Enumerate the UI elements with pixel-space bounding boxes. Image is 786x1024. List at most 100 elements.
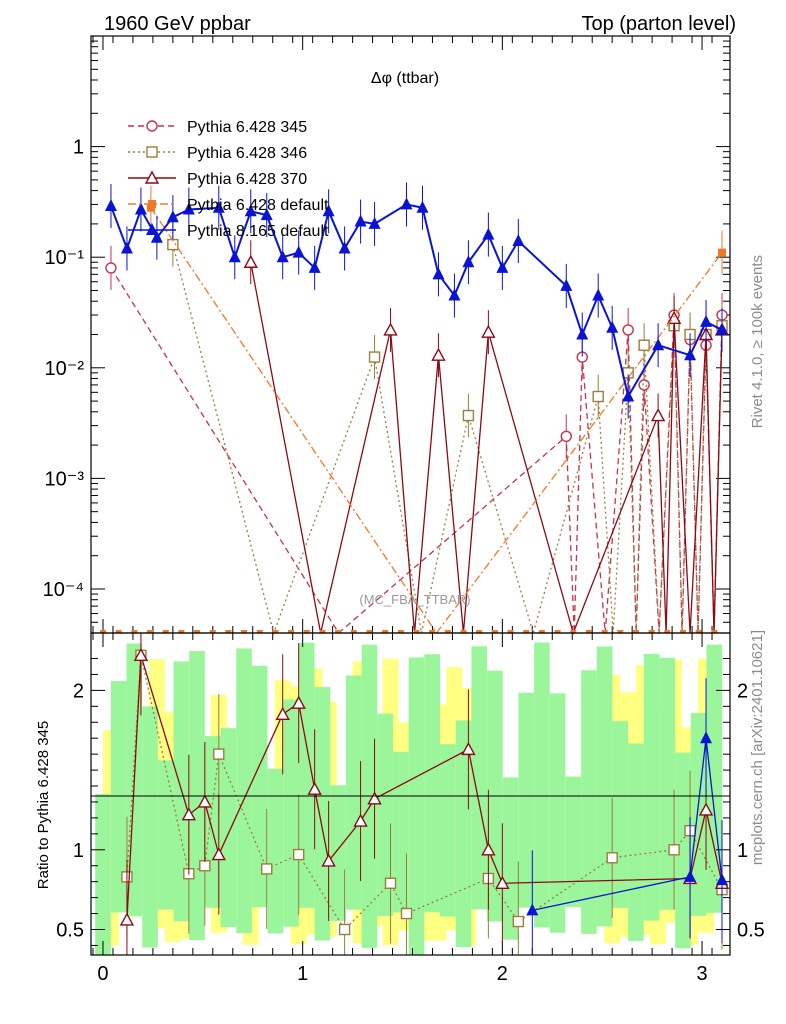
marker bbox=[134, 202, 147, 215]
underflow-marker bbox=[178, 630, 185, 633]
legend-label: Pythia 6.428 370 bbox=[187, 171, 307, 188]
underflow-marker bbox=[444, 630, 451, 633]
marker bbox=[275, 706, 290, 720]
series-line bbox=[110, 203, 723, 400]
marker bbox=[211, 847, 226, 861]
underflow-marker bbox=[632, 630, 639, 633]
green-band bbox=[298, 642, 315, 908]
marker bbox=[700, 731, 713, 744]
marker bbox=[150, 230, 163, 243]
marker bbox=[431, 347, 446, 361]
upper-y-tick-label: 10⁻² bbox=[45, 358, 85, 380]
legend-label: Pythia 6.428 345 bbox=[187, 119, 307, 136]
marker bbox=[700, 314, 713, 327]
underflow-marker bbox=[335, 630, 342, 633]
underflow-marker bbox=[288, 630, 295, 633]
green-band bbox=[675, 752, 691, 949]
ratio-y-tick-label: 0.5 bbox=[56, 919, 84, 941]
underflow-marker bbox=[554, 630, 561, 633]
marker bbox=[292, 848, 305, 861]
lower-frame bbox=[90, 632, 731, 956]
marker bbox=[461, 741, 476, 756]
marker bbox=[496, 260, 509, 273]
marker bbox=[146, 223, 158, 235]
legend-label: Pythia 6.428 default bbox=[187, 197, 329, 214]
marker bbox=[260, 208, 273, 221]
mcplots-label: mcplots.cern.ch [arXiv:2401.10621] bbox=[749, 630, 766, 865]
underflow-marker bbox=[147, 630, 154, 633]
green-band bbox=[95, 794, 111, 955]
ratio-line bbox=[126, 655, 723, 931]
marker bbox=[416, 200, 429, 213]
underflow-marker bbox=[648, 630, 655, 633]
green-band bbox=[204, 736, 221, 908]
marker bbox=[650, 408, 666, 422]
green-band bbox=[220, 728, 237, 928]
ratio-layer bbox=[119, 633, 730, 955]
underflow-marker bbox=[272, 630, 279, 633]
marker bbox=[166, 210, 179, 223]
marker bbox=[698, 802, 714, 816]
ratio-ylabel: Ratio to Pythia 6.428 345 bbox=[35, 721, 52, 889]
marker bbox=[197, 794, 213, 808]
marker bbox=[321, 853, 336, 867]
marker bbox=[105, 262, 117, 274]
marker bbox=[462, 255, 475, 268]
underflow-marker bbox=[115, 630, 122, 633]
underflow-marker bbox=[382, 630, 389, 633]
ratio-y-tick-label: 2 bbox=[73, 680, 84, 702]
green-band bbox=[251, 665, 268, 908]
underflow-marker bbox=[209, 630, 216, 633]
legend: Pythia 6.428 345 Pythia 6.428 346 Pythia 6… bbox=[128, 119, 329, 240]
marker bbox=[716, 873, 729, 886]
marker bbox=[213, 748, 225, 760]
marker bbox=[482, 227, 495, 240]
ratio-y-tick-label-right: 2 bbox=[737, 680, 748, 702]
marker bbox=[244, 204, 257, 217]
marker bbox=[146, 120, 158, 132]
green-band bbox=[314, 687, 331, 941]
marker bbox=[481, 324, 496, 338]
marker bbox=[199, 860, 211, 872]
green-band bbox=[518, 692, 535, 908]
ratio-y-tick-label-right: 0.5 bbox=[737, 919, 765, 941]
green-band bbox=[142, 706, 158, 948]
marker bbox=[291, 695, 306, 709]
green-band bbox=[110, 681, 127, 913]
green-band bbox=[581, 670, 597, 934]
marker bbox=[638, 339, 650, 351]
underflow-marker bbox=[162, 630, 169, 633]
marker bbox=[384, 877, 397, 889]
underflow-marker bbox=[523, 630, 530, 633]
underflow-marker bbox=[413, 630, 420, 633]
legend-label: Pythia 8.165 default bbox=[187, 223, 329, 240]
marker bbox=[104, 199, 117, 212]
underflow-marker bbox=[319, 630, 326, 633]
upper-y-tick-label: 10⁻¹ bbox=[45, 247, 85, 269]
underflow-marker bbox=[601, 630, 608, 633]
marker bbox=[400, 907, 413, 920]
marker bbox=[592, 288, 605, 301]
marker bbox=[512, 234, 525, 247]
green-band bbox=[283, 699, 299, 927]
underflow-marker bbox=[429, 630, 436, 633]
marker bbox=[322, 204, 335, 217]
ratio-uncertainty-bands bbox=[95, 642, 723, 955]
underflow-marker bbox=[303, 630, 310, 633]
upper-y-tick-label: 10⁻³ bbox=[45, 468, 85, 490]
green-band bbox=[346, 675, 362, 910]
marker bbox=[481, 842, 496, 856]
underflow-marker bbox=[460, 630, 467, 633]
underflow-marker bbox=[131, 630, 138, 633]
underflow-marker bbox=[711, 630, 718, 633]
header-left: 1960 GeV ppbar bbox=[104, 13, 251, 35]
marker bbox=[622, 389, 635, 402]
marker bbox=[276, 250, 289, 263]
marker bbox=[606, 852, 618, 864]
underflow-marker bbox=[397, 630, 404, 633]
green-band bbox=[330, 785, 346, 921]
upper-y-tick-label: 1 bbox=[73, 137, 84, 159]
marker bbox=[400, 197, 413, 210]
marker bbox=[261, 863, 273, 875]
marker bbox=[560, 278, 573, 291]
